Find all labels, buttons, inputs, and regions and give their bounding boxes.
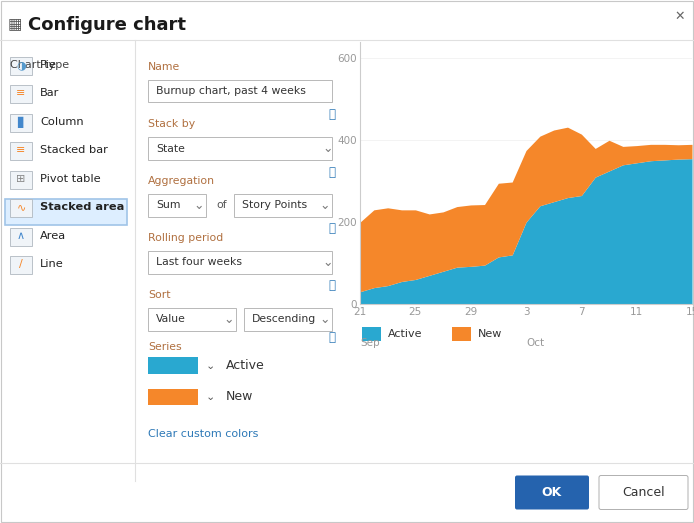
FancyBboxPatch shape	[148, 194, 206, 217]
Text: Series: Series	[148, 342, 182, 352]
Text: OK: OK	[542, 486, 562, 499]
FancyBboxPatch shape	[10, 85, 32, 104]
Text: Sort: Sort	[148, 290, 171, 300]
Text: Chart type: Chart type	[10, 60, 69, 70]
FancyBboxPatch shape	[10, 114, 32, 132]
Text: ⌄: ⌄	[323, 256, 333, 269]
Text: ⓘ: ⓘ	[328, 165, 335, 178]
Text: ⓘ: ⓘ	[328, 332, 335, 345]
FancyBboxPatch shape	[599, 475, 688, 509]
Text: Bar: Bar	[40, 88, 60, 98]
Text: Value: Value	[156, 314, 186, 324]
Text: New: New	[226, 391, 253, 404]
Text: of: of	[216, 200, 227, 210]
Text: ⓘ: ⓘ	[328, 222, 335, 235]
Text: Story Points: Story Points	[242, 200, 307, 210]
FancyBboxPatch shape	[148, 358, 198, 374]
Text: Last four weeks: Last four weeks	[156, 257, 242, 267]
Text: Line: Line	[40, 259, 64, 269]
Text: Clear custom colors: Clear custom colors	[148, 429, 258, 439]
Text: ⊞: ⊞	[17, 174, 26, 184]
FancyBboxPatch shape	[234, 194, 332, 217]
Text: ⌄: ⌄	[320, 313, 330, 326]
Text: ◑: ◑	[16, 60, 26, 70]
Text: Pivot table: Pivot table	[40, 174, 101, 184]
FancyBboxPatch shape	[148, 308, 236, 331]
Text: Rolling period: Rolling period	[148, 233, 223, 243]
Text: Name: Name	[148, 62, 180, 72]
Text: Active: Active	[226, 359, 264, 372]
FancyBboxPatch shape	[515, 475, 589, 509]
Text: Active: Active	[388, 329, 423, 339]
Text: New: New	[478, 329, 502, 339]
FancyBboxPatch shape	[10, 256, 32, 275]
FancyBboxPatch shape	[10, 142, 32, 161]
Text: ⌄: ⌄	[223, 313, 235, 326]
Text: State: State	[156, 143, 185, 153]
FancyBboxPatch shape	[148, 80, 332, 103]
Text: ⌄: ⌄	[194, 199, 204, 212]
Text: ⌄: ⌄	[323, 142, 333, 155]
Text: ≡: ≡	[17, 88, 26, 98]
Text: Burnup chart, past 4 weeks: Burnup chart, past 4 weeks	[156, 86, 306, 97]
Text: ▋: ▋	[17, 117, 25, 128]
Text: ✕: ✕	[675, 9, 685, 22]
Text: Column: Column	[40, 117, 83, 127]
Text: Stack by: Stack by	[148, 119, 195, 129]
FancyBboxPatch shape	[148, 137, 332, 160]
Text: ∧: ∧	[17, 231, 25, 241]
Text: /: /	[19, 259, 23, 269]
FancyBboxPatch shape	[148, 389, 198, 405]
Text: ⌄: ⌄	[206, 392, 215, 402]
Text: Sum: Sum	[156, 200, 180, 210]
FancyBboxPatch shape	[5, 199, 127, 225]
FancyBboxPatch shape	[10, 57, 32, 75]
FancyBboxPatch shape	[10, 171, 32, 189]
Text: Area: Area	[40, 231, 66, 241]
Text: ≡: ≡	[17, 145, 26, 155]
Text: Sep: Sep	[360, 338, 380, 348]
Text: Pie: Pie	[40, 60, 57, 70]
Text: ⓘ: ⓘ	[328, 108, 335, 121]
FancyBboxPatch shape	[10, 199, 32, 218]
Text: Stacked area: Stacked area	[40, 202, 124, 212]
Text: ▦: ▦	[8, 17, 22, 32]
Text: Configure chart: Configure chart	[28, 16, 186, 34]
Text: Aggregation: Aggregation	[148, 176, 215, 186]
Text: ⓘ: ⓘ	[328, 279, 335, 292]
FancyBboxPatch shape	[362, 327, 381, 340]
FancyBboxPatch shape	[452, 327, 471, 340]
Text: ⌄: ⌄	[320, 199, 330, 212]
Text: ⌄: ⌄	[206, 361, 215, 371]
FancyBboxPatch shape	[10, 228, 32, 246]
Text: ∿: ∿	[17, 202, 26, 212]
Text: Cancel: Cancel	[623, 486, 665, 499]
FancyBboxPatch shape	[148, 251, 332, 274]
Text: Descending: Descending	[252, 314, 316, 324]
Text: Oct: Oct	[526, 338, 544, 348]
FancyBboxPatch shape	[244, 308, 332, 331]
Text: Stacked bar: Stacked bar	[40, 145, 108, 155]
